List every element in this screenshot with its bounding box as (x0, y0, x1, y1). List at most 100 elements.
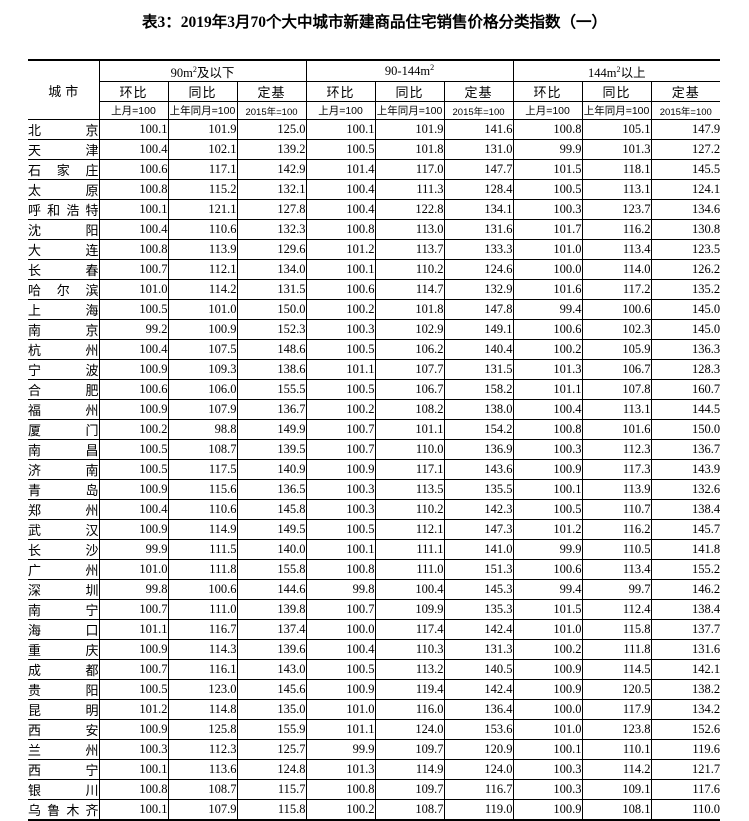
index-value-cell: 113.4 (581, 239, 652, 260)
index-value-cell: 100.2 (512, 339, 583, 360)
city-name-cell: 上海 (28, 299, 100, 320)
basenote-fixedbase-small-text: 2015年=100 (245, 106, 298, 118)
table-row: 西安 100.9 125.8 155.9 101.1 124.0 153.6 101.0 123… (28, 719, 721, 740)
city-name-cell: 长春 (28, 259, 100, 280)
index-value-cell: 158.2 (443, 379, 514, 400)
index-value-cell: 100.2 (305, 399, 376, 420)
table-row: 南京 99.2 100.9 152.3 100.3 102.9 149.1 100.6 102.… (28, 319, 721, 340)
index-value-cell: 145.7 (650, 519, 721, 540)
index-value-cell: 136.4 (443, 699, 514, 720)
index-value-cell: 132.1 (236, 179, 307, 200)
city-name-cell: 大连 (28, 239, 100, 260)
index-value-cell: 111.8 (167, 559, 238, 580)
index-value-cell: 124.1 (650, 179, 721, 200)
index-value-cell: 100.5 (98, 679, 169, 700)
index-value-cell: 100.7 (305, 419, 376, 440)
index-value-cell: 100.5 (305, 379, 376, 400)
city-name-cell: 石家庄 (28, 159, 100, 180)
index-value-cell: 125.0 (236, 119, 307, 140)
index-value-cell: 100.9 (98, 359, 169, 380)
index-value-cell: 124.0 (374, 719, 445, 740)
index-value-cell: 100.1 (305, 539, 376, 560)
index-value-cell: 113.9 (167, 239, 238, 260)
index-value-cell: 100.1 (512, 479, 583, 500)
index-value-cell: 101.9 (374, 119, 445, 140)
index-value-cell: 149.9 (236, 419, 307, 440)
index-value-cell: 99.4 (512, 579, 583, 600)
subheader-mom-large: 环比 (512, 81, 583, 102)
index-value-cell: 100.0 (305, 619, 376, 640)
index-value-cell: 101.2 (305, 239, 376, 260)
index-value-cell: 124.6 (443, 259, 514, 280)
index-value-cell: 100.6 (98, 379, 169, 400)
header-row-bases: 上月=100 上年同月=100 2015年=100 上月=100 上年同月=10… (28, 101, 721, 120)
index-value-cell: 136.3 (650, 339, 721, 360)
index-value-cell: 123.5 (650, 239, 721, 260)
index-value-cell: 100.5 (305, 659, 376, 680)
index-value-cell: 101.1 (512, 379, 583, 400)
index-value-cell: 139.8 (236, 599, 307, 620)
index-value-cell: 100.9 (98, 639, 169, 660)
subheader-mom-small: 环比 (99, 81, 169, 102)
index-value-cell: 136.5 (236, 479, 307, 500)
city-name-label: 厦门 (28, 423, 99, 438)
table-row: 成都 100.7 116.1 143.0 100.5 113.2 140.5 100.9 114… (28, 659, 721, 680)
index-value-cell: 114.9 (374, 759, 445, 780)
city-name-label: 银川 (28, 783, 99, 798)
city-name-cell: 北京 (28, 119, 100, 140)
city-name-cell: 西宁 (28, 759, 100, 780)
index-value-cell: 100.4 (374, 579, 445, 600)
index-value-cell: 128.3 (650, 359, 721, 380)
index-value-cell: 101.9 (167, 119, 238, 140)
group-header-medium-prefix: 90-144m (384, 63, 431, 78)
index-value-cell: 100.7 (98, 599, 169, 620)
index-value-cell: 148.6 (236, 339, 307, 360)
index-value-cell: 100.5 (512, 499, 583, 520)
city-name-cell: 贵阳 (28, 679, 100, 700)
index-value-cell: 140.9 (236, 459, 307, 480)
city-name-label: 西宁 (28, 763, 99, 778)
index-value-cell: 102.9 (374, 319, 445, 340)
index-value-cell: 100.2 (512, 639, 583, 660)
index-value-cell: 111.8 (581, 639, 652, 660)
index-value-cell: 100.9 (167, 319, 238, 340)
index-value-cell: 137.4 (236, 619, 307, 640)
index-value-cell: 146.2 (650, 579, 721, 600)
index-value-cell: 112.3 (167, 739, 238, 760)
table-row: 厦门 100.2 98.8 149.9 100.7 101.1 154.2 100.8 101.… (28, 419, 721, 440)
index-value-cell: 100.7 (305, 439, 376, 460)
city-name-label: 宁波 (28, 363, 99, 378)
city-name-cell: 厦门 (28, 419, 100, 440)
header-row-subs: 环比 同比 定基 环比 同比 定基 环比 同比 定基 (28, 81, 721, 102)
city-name-cell: 南宁 (28, 599, 100, 620)
index-value-cell: 114.7 (374, 279, 445, 300)
index-value-cell: 100.1 (305, 259, 376, 280)
city-name-cell: 南昌 (28, 439, 100, 460)
city-name-label: 青岛 (28, 483, 99, 498)
index-value-cell: 100.8 (512, 119, 583, 140)
table-body: 北京 100.1 101.9 125.0 100.1 101.9 141.6 100.8 105… (28, 119, 721, 820)
index-value-cell: 116.2 (581, 519, 652, 540)
city-name-label: 天津 (28, 143, 99, 158)
index-value-cell: 100.9 (98, 399, 169, 420)
city-name-cell: 天津 (28, 139, 100, 160)
group-header-large-sup: 2 (616, 64, 621, 74)
subheader-fixedbase-small: 定基 (236, 81, 307, 102)
index-value-cell: 138.0 (443, 399, 514, 420)
index-value-cell: 100.1 (305, 119, 376, 140)
basenote-mom-small: 上月=100 (99, 101, 169, 120)
table-row: 杭州 100.4 107.5 148.6 100.5 106.2 140.4 100.2 105… (28, 339, 721, 360)
index-value-cell: 101.4 (305, 159, 376, 180)
index-value-cell: 112.4 (581, 599, 652, 620)
index-value-cell: 147.9 (650, 119, 721, 140)
index-value-cell: 113.7 (374, 239, 445, 260)
index-value-cell: 132.3 (236, 219, 307, 240)
index-value-cell: 109.9 (374, 599, 445, 620)
city-name-cell: 宁波 (28, 359, 100, 380)
index-value-cell: 109.1 (581, 779, 652, 800)
city-name-label: 海口 (28, 623, 99, 638)
index-value-cell: 101.2 (98, 699, 169, 720)
group-header-small-suffix: 及以下 (196, 65, 235, 80)
city-name-cell: 呼和浩特 (28, 199, 100, 220)
group-header-small-sup: 2 (192, 64, 197, 74)
